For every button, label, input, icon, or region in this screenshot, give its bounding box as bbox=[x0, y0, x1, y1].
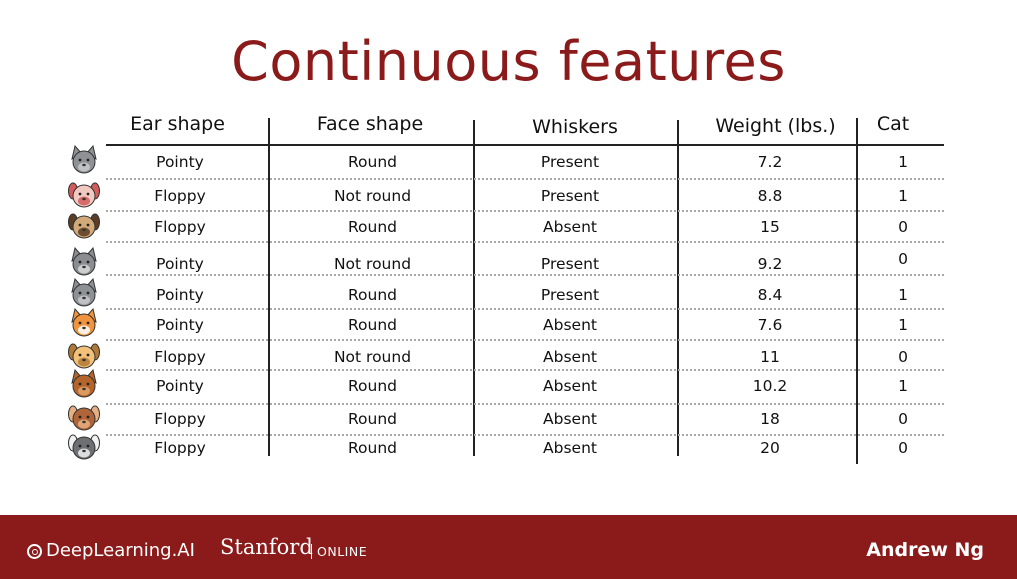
cell-face-shape: Not round bbox=[333, 255, 412, 273]
header-ear-shape: Ear shape bbox=[130, 113, 225, 135]
cell-weight: 18 bbox=[760, 410, 780, 428]
cell-face-shape: Round bbox=[347, 218, 398, 236]
slide-title: Continuous features bbox=[231, 30, 786, 93]
cell-face-shape: Not round bbox=[333, 187, 412, 205]
cell-whiskers: Absent bbox=[543, 218, 597, 236]
cell-face-shape: Not round bbox=[333, 348, 412, 366]
dog-icon bbox=[68, 340, 100, 370]
cell-weight: 15 bbox=[760, 218, 780, 236]
row-separator bbox=[106, 178, 944, 180]
cell-cat: 1 bbox=[898, 286, 908, 304]
cell-cat: 1 bbox=[898, 153, 908, 171]
footer-bar: DeepLearning.AI Stanford ONLINE Andrew N… bbox=[0, 515, 1017, 579]
column-divider bbox=[473, 120, 475, 456]
cell-whiskers: Present bbox=[540, 255, 600, 273]
cell-weight: 11 bbox=[760, 348, 780, 366]
cell-ear-shape: Floppy bbox=[154, 410, 206, 428]
row-separator bbox=[106, 308, 944, 310]
cat-icon bbox=[68, 368, 100, 399]
cell-face-shape: Round bbox=[347, 316, 398, 334]
cat-icon bbox=[68, 277, 100, 308]
row-separator bbox=[106, 339, 944, 341]
row-separator bbox=[106, 210, 944, 212]
dog-icon bbox=[68, 210, 100, 240]
row-separator bbox=[106, 241, 944, 243]
header-whiskers: Whiskers bbox=[532, 116, 618, 138]
deeplearning-logo: DeepLearning.AI bbox=[27, 540, 195, 561]
dog-icon bbox=[68, 179, 100, 209]
cell-face-shape: Round bbox=[347, 439, 398, 457]
column-divider bbox=[856, 118, 858, 464]
cell-weight: 20 bbox=[760, 439, 780, 457]
cell-cat: 1 bbox=[898, 187, 908, 205]
cell-weight: 8.8 bbox=[757, 187, 783, 205]
header-weight: Weight (lbs.) bbox=[715, 115, 836, 137]
cell-ear-shape: Floppy bbox=[154, 187, 206, 205]
cell-face-shape: Round bbox=[347, 377, 398, 395]
stanford-logo: Stanford bbox=[220, 535, 313, 559]
author-name: Andrew Ng bbox=[866, 539, 984, 561]
cell-ear-shape: Pointy bbox=[156, 377, 204, 395]
cell-whiskers: Absent bbox=[543, 377, 597, 395]
deeplearning-icon bbox=[27, 544, 42, 559]
cell-weight: 7.2 bbox=[757, 153, 783, 171]
cell-cat: 1 bbox=[898, 377, 908, 395]
cell-ear-shape: Pointy bbox=[156, 286, 204, 304]
row-separator bbox=[106, 403, 944, 405]
cell-ear-shape: Floppy bbox=[154, 218, 206, 236]
cat-icon bbox=[68, 307, 100, 338]
cell-ear-shape: Floppy bbox=[154, 439, 206, 457]
cell-whiskers: Absent bbox=[543, 439, 597, 457]
cell-whiskers: Absent bbox=[543, 410, 597, 428]
cell-ear-shape: Floppy bbox=[154, 348, 206, 366]
row-separator bbox=[106, 274, 944, 276]
cell-cat: 0 bbox=[898, 250, 908, 268]
column-divider bbox=[268, 118, 270, 456]
cell-ear-shape: Pointy bbox=[156, 255, 204, 273]
brand-name: DeepLearning.AI bbox=[46, 540, 195, 561]
cell-weight: 7.6 bbox=[757, 316, 783, 334]
cell-weight: 9.2 bbox=[757, 255, 783, 273]
cell-cat: 0 bbox=[898, 439, 908, 457]
dog-icon bbox=[68, 246, 100, 277]
header-cat: Cat bbox=[876, 113, 910, 135]
cell-whiskers: Present bbox=[540, 286, 600, 304]
cell-whiskers: Present bbox=[540, 187, 600, 205]
cell-face-shape: Round bbox=[347, 153, 398, 171]
cell-weight: 10.2 bbox=[752, 377, 788, 395]
cell-cat: 0 bbox=[898, 218, 908, 236]
cell-face-shape: Round bbox=[347, 410, 398, 428]
cell-cat: 0 bbox=[898, 348, 908, 366]
header-face-shape: Face shape bbox=[316, 113, 424, 135]
cell-whiskers: Absent bbox=[543, 316, 597, 334]
column-divider bbox=[677, 120, 679, 456]
cat-icon bbox=[68, 144, 100, 175]
cell-whiskers: Absent bbox=[543, 348, 597, 366]
online-tag: ONLINE bbox=[311, 544, 367, 559]
cell-ear-shape: Pointy bbox=[156, 316, 204, 334]
cell-ear-shape: Pointy bbox=[156, 153, 204, 171]
cell-whiskers: Present bbox=[540, 153, 600, 171]
row-separator bbox=[106, 369, 944, 371]
row-separator bbox=[106, 434, 944, 436]
cell-cat: 0 bbox=[898, 410, 908, 428]
cell-weight: 8.4 bbox=[757, 286, 783, 304]
dog-icon bbox=[68, 402, 100, 432]
header-rule bbox=[106, 144, 944, 146]
dog-icon bbox=[68, 431, 100, 461]
cell-cat: 1 bbox=[898, 316, 908, 334]
cell-face-shape: Round bbox=[347, 286, 398, 304]
